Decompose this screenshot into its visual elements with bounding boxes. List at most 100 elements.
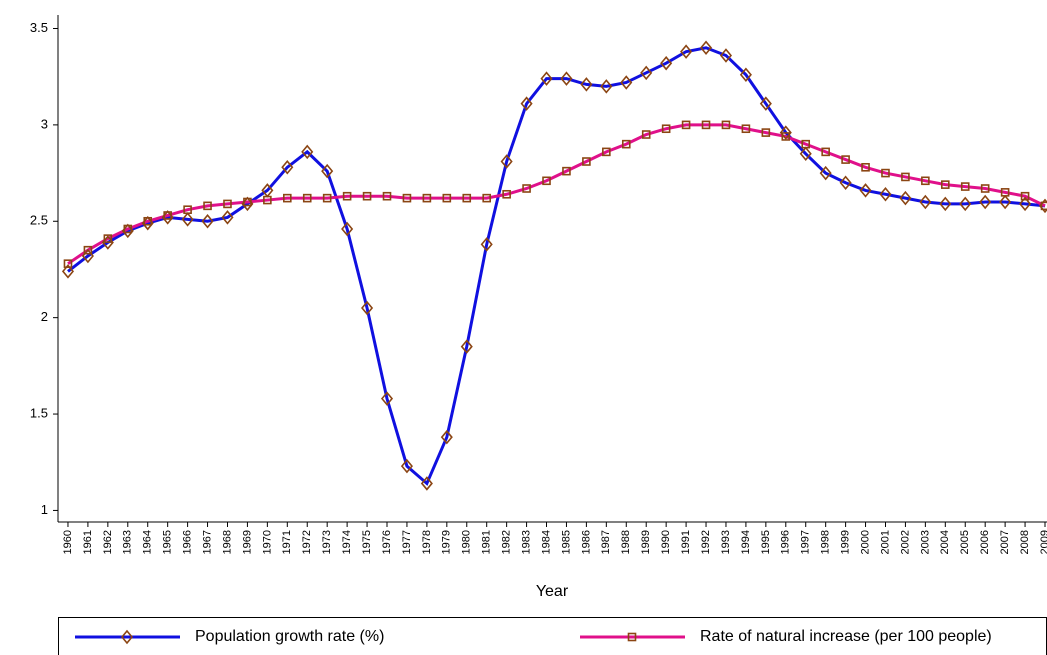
x-tick-label: 1966 — [182, 530, 194, 554]
x-tick-label: 1963 — [122, 530, 134, 554]
data-point — [582, 157, 591, 166]
data-point — [621, 139, 631, 149]
data-point — [502, 189, 511, 199]
x-tick-label: 1993 — [720, 530, 732, 554]
data-point — [361, 300, 374, 316]
x-tick-label: 1982 — [501, 530, 513, 554]
legend-label: Population growth rate (%) — [195, 628, 384, 645]
x-tick-label: 1989 — [640, 530, 652, 554]
data-point — [283, 193, 292, 203]
data-point — [1019, 196, 1032, 212]
x-tick-label: 1965 — [162, 530, 174, 554]
data-point — [123, 224, 133, 234]
data-point — [540, 71, 553, 86]
data-point — [841, 155, 850, 164]
data-point — [821, 147, 830, 157]
x-tick-label: 1981 — [481, 530, 493, 554]
x-tick-label: 1960 — [62, 530, 74, 554]
data-point — [999, 194, 1012, 210]
x-tick-label: 1974 — [341, 530, 353, 554]
data-point — [400, 458, 413, 474]
x-tick-label: 1967 — [201, 530, 213, 554]
data-point — [562, 166, 571, 176]
data-point — [203, 201, 212, 211]
data-point — [382, 191, 392, 201]
x-tick-label: 2004 — [939, 530, 951, 554]
x-tick-label: 1971 — [281, 530, 293, 554]
data-point — [103, 234, 113, 243]
data-point — [881, 168, 890, 178]
data-point — [980, 184, 990, 193]
x-tick-label: 1973 — [321, 530, 333, 554]
x-tick-label: 2009 — [1039, 530, 1047, 554]
data-point — [661, 124, 671, 134]
data-point — [959, 196, 972, 212]
legend-marker — [627, 632, 637, 642]
y-tick-label: 2 — [41, 309, 48, 324]
data-point — [680, 44, 693, 59]
x-tick-label: 1970 — [261, 530, 273, 554]
data-point — [201, 214, 214, 229]
data-point — [721, 120, 731, 130]
data-point — [402, 193, 412, 203]
x-tick-label: 1987 — [600, 530, 612, 554]
data-point — [1040, 201, 1047, 211]
data-point — [719, 48, 733, 63]
x-tick-label: 2000 — [859, 530, 871, 554]
data-point — [301, 144, 314, 160]
x-tick-label: 1985 — [560, 530, 572, 554]
x-tick-label: 1975 — [361, 530, 373, 554]
x-tick-label: 2003 — [919, 530, 931, 554]
data-point — [263, 195, 272, 205]
data-point — [281, 160, 294, 175]
data-point — [839, 175, 852, 190]
data-point — [522, 184, 531, 193]
data-point — [859, 183, 872, 198]
data-point — [380, 391, 394, 406]
data-point — [143, 216, 153, 226]
x-tick-label: 1997 — [800, 530, 812, 554]
data-point — [460, 339, 473, 354]
data-point — [542, 176, 551, 186]
data-point — [462, 193, 472, 203]
data-point — [181, 212, 194, 227]
data-point — [699, 40, 713, 56]
data-point — [640, 65, 653, 81]
x-tick-label: 1992 — [700, 530, 712, 554]
data-point — [941, 180, 950, 189]
data-point — [739, 67, 752, 83]
data-point — [482, 193, 491, 203]
data-point — [322, 193, 332, 203]
data-point — [801, 139, 811, 149]
x-tick-label: 1964 — [142, 530, 154, 554]
data-point — [921, 176, 930, 186]
data-point — [701, 120, 711, 130]
data-point — [520, 96, 533, 111]
x-tick-label: 2002 — [899, 530, 911, 554]
series-line — [67, 123, 1046, 265]
data-point — [243, 197, 252, 207]
data-point — [63, 259, 73, 268]
data-point — [620, 75, 633, 90]
x-tick-label: 1972 — [301, 530, 313, 554]
data-point — [422, 193, 432, 203]
data-point — [223, 199, 232, 209]
data-point — [660, 55, 673, 71]
data-point — [480, 237, 493, 252]
data-point — [879, 187, 892, 202]
data-point — [861, 162, 870, 172]
data-point — [600, 79, 613, 94]
data-point — [641, 130, 651, 139]
x-tick-label: 1980 — [461, 530, 473, 554]
y-tick-label: 2.5 — [30, 213, 48, 228]
data-point — [779, 125, 792, 140]
x-tick-label: 1978 — [421, 530, 433, 554]
data-point — [341, 221, 354, 237]
x-tick-label: 2001 — [879, 530, 891, 554]
x-tick-label: 1999 — [840, 530, 852, 554]
data-point — [362, 191, 372, 201]
data-point — [221, 210, 234, 225]
x-tick-label: 1969 — [241, 530, 253, 554]
data-point — [960, 182, 970, 191]
